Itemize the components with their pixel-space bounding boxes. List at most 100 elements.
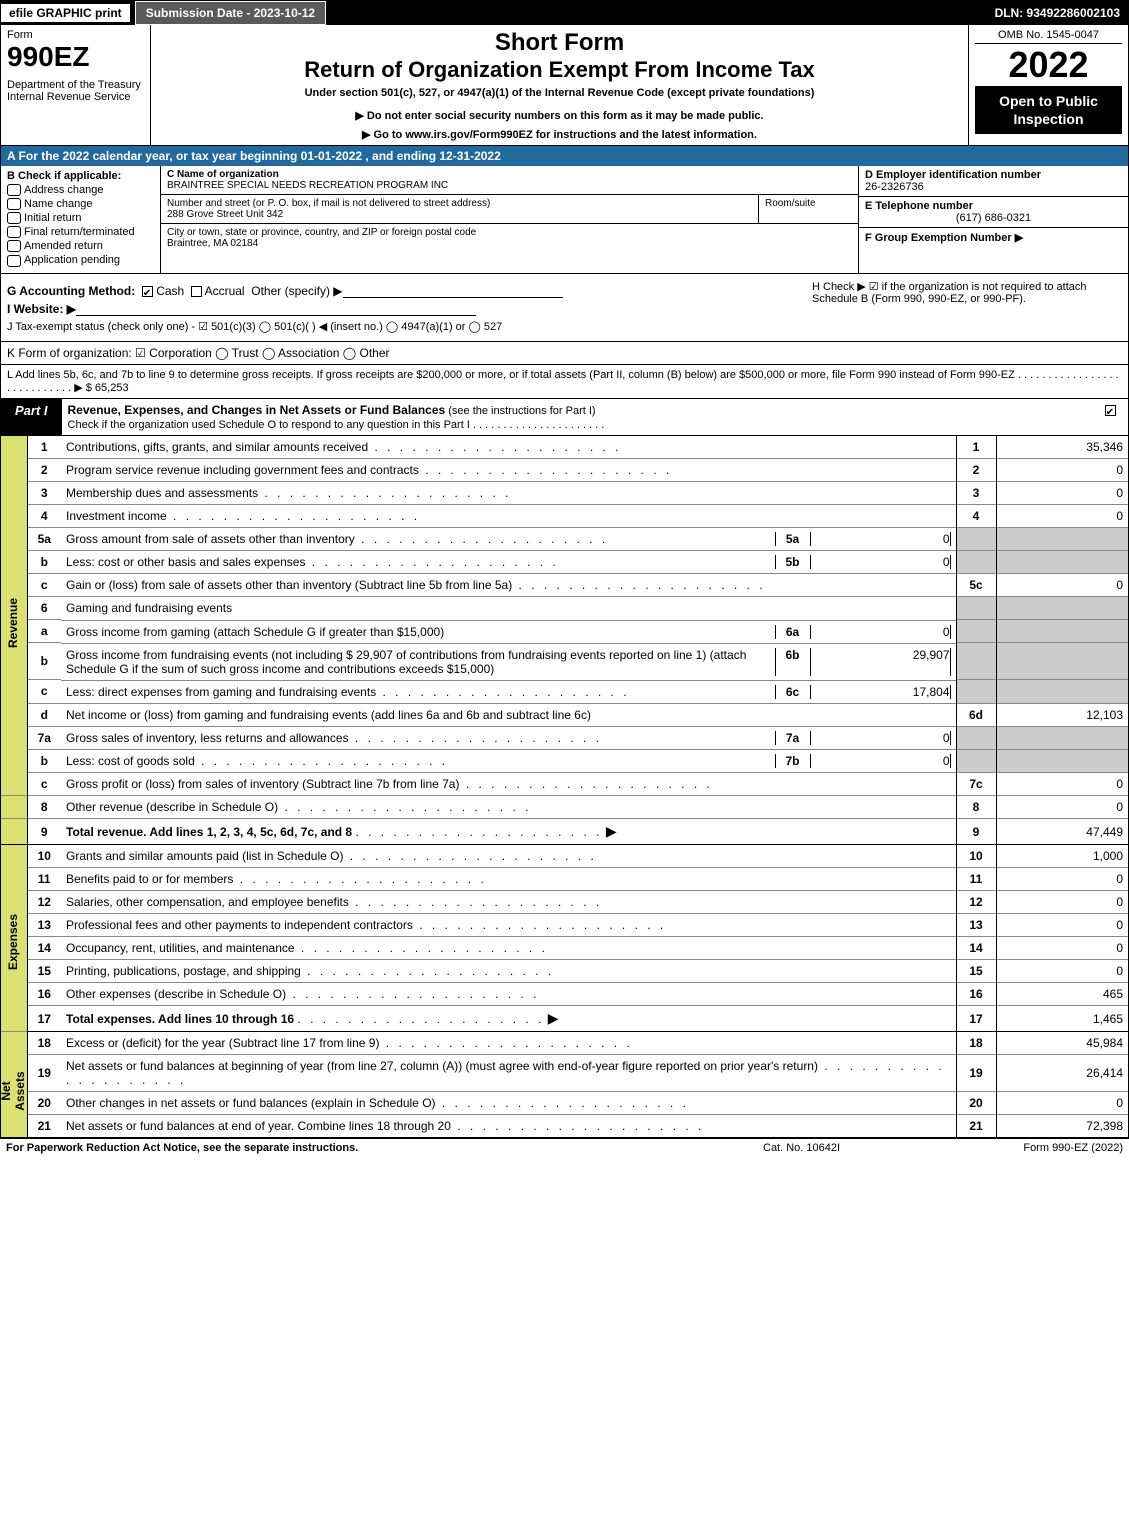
b-opt-5: Application pending [24,254,120,266]
line-20-desc: Other changes in net assets or fund bala… [61,1092,956,1115]
line-5b-ml: 5b [775,555,811,569]
tax-year: 2022 [975,44,1122,86]
g-other: Other (specify) ▶ [251,284,342,298]
line-5b-desc: Less: cost or other basis and sales expe… [66,555,775,569]
footer-right: Form 990-EZ (2022) [963,1142,1123,1154]
section-k: K Form of organization: ☑ Corporation ◯ … [1,341,1128,364]
line-3-desc: Membership dues and assessments [61,481,956,504]
line-17-desc: Total expenses. Add lines 10 through 16 [66,1012,294,1026]
omb-number: OMB No. 1545-0047 [975,29,1122,44]
line-2-val: 0 [996,458,1128,481]
line-13-desc: Professional fees and other payments to … [61,914,956,937]
g-other-line[interactable] [343,284,563,298]
footer-center: Cat. No. 10642I [763,1142,963,1154]
ein: 26-2326736 [865,181,1122,193]
line-6b-ml: 6b [775,648,811,676]
line-18-desc: Excess or (deficit) for the year (Subtra… [61,1032,956,1055]
form-id-block: Form 990EZ Department of the Treasury In… [1,25,151,145]
part1-schedule-o-check[interactable] [1105,405,1116,416]
line-21-num: 21 [956,1115,996,1138]
line-6-desc: Gaming and fundraising events [61,597,956,620]
b-opt-4: Amended return [24,240,103,252]
lines-table: Revenue 1Contributions, gifts, grants, a… [1,436,1128,1138]
line-5a-mv: 0 [811,532,951,546]
line-14-val: 0 [996,937,1128,960]
line-21-val: 72,398 [996,1115,1128,1138]
line-15-num: 15 [956,960,996,983]
line-6d-val: 12,103 [996,703,1128,726]
g-accrual: Accrual [205,284,245,298]
line-9-num: 9 [956,819,996,845]
line-11-num: 11 [956,868,996,891]
line-6c-mv: 17,804 [811,685,951,699]
cb-initial-return[interactable] [7,212,21,224]
line-2-num: 2 [956,458,996,481]
topbar: efile GRAPHIC print Submission Date - 20… [1,1,1128,25]
line-6a-desc: Gross income from gaming (attach Schedul… [66,625,775,639]
line-1-num: 1 [956,436,996,459]
line-6d-num: 6d [956,703,996,726]
cb-final-return[interactable] [7,226,21,238]
cb-amended-return[interactable] [7,240,21,252]
telephone: (617) 686-0321 [865,212,1122,224]
website-line[interactable] [76,302,476,316]
line-5c-num: 5c [956,574,996,597]
b-title: B Check if applicable: [7,170,154,182]
open-public-badge: Open to Public Inspection [975,86,1122,134]
return-title: Return of Organization Exempt From Incom… [157,57,962,83]
line-4-num: 4 [956,504,996,527]
line-6b-desc: Gross income from fundraising events (no… [66,648,775,676]
i-label: I Website: ▶ [7,302,76,316]
header-center: Short Form Return of Organization Exempt… [151,25,968,145]
section-l: L Add lines 5b, 6c, and 7b to line 9 to … [1,364,1128,398]
line-13-val: 0 [996,914,1128,937]
sidebar-netassets: Net Assets [0,1061,27,1121]
line-11-val: 0 [996,868,1128,891]
g-accrual-check[interactable] [191,286,202,297]
g-label: G Accounting Method: [7,284,135,298]
section-j: J Tax-exempt status (check only one) - ☑… [7,320,812,333]
line-14-num: 14 [956,937,996,960]
b-opt-0: Address change [24,184,104,196]
g-cash-check[interactable] [142,286,153,297]
footer: For Paperwork Reduction Act Notice, see … [0,1138,1129,1157]
line-12-desc: Salaries, other compensation, and employ… [61,891,956,914]
line-16-desc: Other expenses (describe in Schedule O) [61,983,956,1006]
section-g: G Accounting Method: Cash Accrual Other … [7,284,812,298]
e-label: E Telephone number [865,200,1122,212]
line-5a-ml: 5a [775,532,811,546]
c-name-block: C Name of organization BRAINTREE SPECIAL… [161,166,858,194]
line-6a-mv: 0 [811,625,951,639]
line-18-num: 18 [956,1032,996,1055]
b-opt-2: Initial return [24,212,81,224]
goto-instructions: ▶ Go to www.irs.gov/Form990EZ for instru… [157,128,962,141]
d-label: D Employer identification number [865,169,1122,181]
line-19-desc: Net assets or fund balances at beginning… [61,1055,956,1092]
line-6a-ml: 6a [775,625,811,639]
line-8-desc: Other revenue (describe in Schedule O) [61,796,956,819]
line-3-num: 3 [956,481,996,504]
org-name: BRAINTREE SPECIAL NEEDS RECREATION PROGR… [167,180,852,191]
line-7b-desc: Less: cost of goods sold [66,754,775,768]
cb-application-pending[interactable] [7,255,21,267]
line-18-val: 45,984 [996,1032,1128,1055]
line-10-num: 10 [956,845,996,868]
header-right: OMB No. 1545-0047 2022 Open to Public In… [968,25,1128,145]
line-7a-ml: 7a [775,731,811,745]
line-6c-ml: 6c [775,685,811,699]
section-a: A For the 2022 calendar year, or tax yea… [1,146,1128,166]
part1-inst: (see the instructions for Part I) [445,405,595,417]
line-6c-desc: Less: direct expenses from gaming and fu… [66,685,775,699]
line-8-num: 8 [956,796,996,819]
cb-name-change[interactable] [7,198,21,210]
line-7b-ml: 7b [775,754,811,768]
cb-address-change[interactable] [7,184,21,196]
part1-sub: Check if the organization used Schedule … [68,419,605,431]
under-section: Under section 501(c), 527, or 4947(a)(1)… [157,87,962,99]
footer-left: For Paperwork Reduction Act Notice, see … [6,1142,763,1154]
line-16-num: 16 [956,983,996,1006]
line-2-desc: Program service revenue including govern… [61,458,956,481]
line-9-desc: Total revenue. Add lines 1, 2, 3, 4, 5c,… [66,825,352,839]
line-16-val: 465 [996,983,1128,1006]
c-name-label: C Name of organization [167,169,852,180]
